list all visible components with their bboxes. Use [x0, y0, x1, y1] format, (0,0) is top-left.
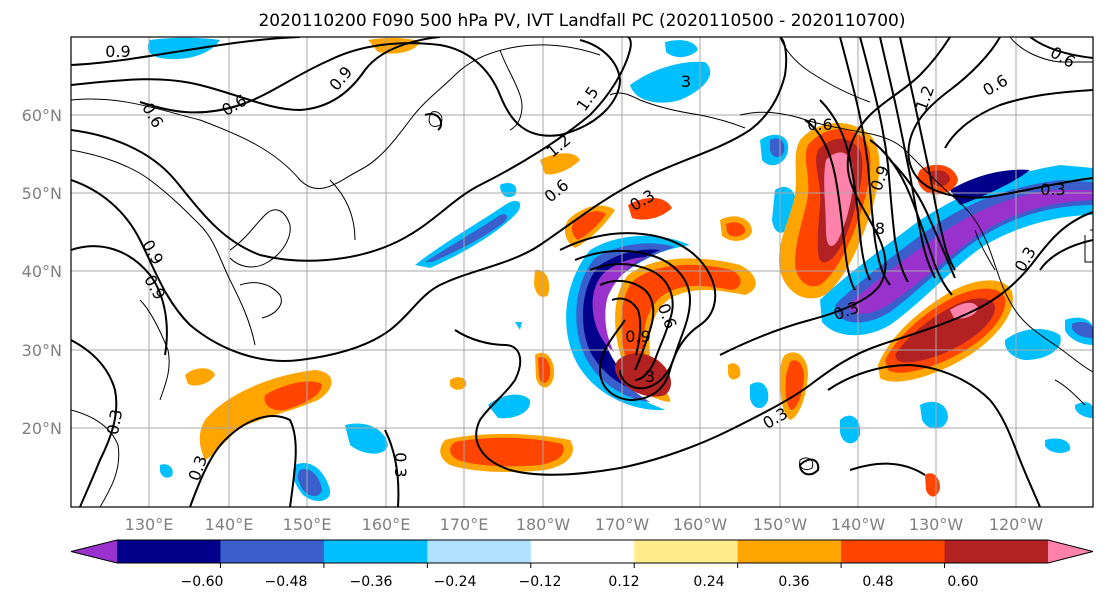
colorbar-ticks: −0.60 −0.48 −0.36 −0.24 −0.12 0.12 0.24 … [181, 574, 979, 590]
colorbar-segment [841, 540, 946, 563]
lat-label: 30°N [22, 341, 62, 360]
figure-title: 2020110200 F090 500 hPa PV, IVT Landfall… [258, 11, 905, 31]
contour-label: 0.9 [625, 327, 650, 346]
contour-label: 0.6 [807, 115, 832, 134]
colorbar-tick-label: −0.36 [350, 574, 393, 590]
colorbar-segment [220, 540, 325, 563]
colorbar-segment [737, 540, 842, 563]
colorbar-outline [70, 539, 1094, 564]
pv-contours [71, 37, 1093, 507]
lat-label: 20°N [22, 419, 62, 438]
lon-label: 170°W [595, 515, 650, 534]
colorbar-segment [944, 540, 1049, 563]
lon-label: 140°E [205, 515, 254, 534]
contour-label: 0.3 [1040, 180, 1065, 199]
longitude-labels: 130°E 140°E 150°E 160°E 170°E 180°W 170°… [125, 515, 1044, 534]
contour-label: 3 [645, 367, 655, 386]
colorbar-tick-label: −0.24 [434, 574, 477, 590]
latitude-labels: 60°N 50°N 40°N 30°N 20°N [22, 106, 62, 438]
colorbar-segment [427, 540, 532, 563]
colorbar-extend-high [1048, 540, 1093, 563]
colorbar-segment [117, 540, 221, 563]
colorbar-tick-label: 0.12 [608, 574, 639, 590]
lat-label: 40°N [22, 262, 62, 281]
contour-label: 0.3 [103, 408, 126, 436]
lon-label: 130°E [125, 515, 174, 534]
lon-label: 160°E [362, 515, 411, 534]
contour-label: 0.3 [391, 452, 410, 477]
colorbar-segment [530, 540, 635, 563]
lon-label: 150°W [753, 515, 808, 534]
lon-label: 120°W [989, 515, 1044, 534]
colorbar-tick-label: 0.60 [947, 574, 978, 590]
lon-label: 140°W [831, 515, 886, 534]
lon-label: 130°W [909, 515, 964, 534]
lat-label: 60°N [22, 106, 62, 125]
colorbar-segments [70, 539, 1094, 568]
colorbar: −0.60 −0.48 −0.36 −0.24 −0.12 0.12 0.24 … [70, 539, 1094, 590]
colorbar-tick-label: −0.60 [181, 574, 224, 590]
lat-label: 50°N [22, 184, 62, 203]
colorbar-tick-label: 0.48 [862, 574, 893, 590]
colorbar-tick-label: 0.24 [693, 574, 724, 590]
colorbar-tick-label: −0.48 [265, 574, 308, 590]
contour-label: 0.9 [105, 42, 130, 61]
colorbar-segment [634, 540, 739, 563]
contour-label: 3 [681, 72, 691, 91]
map-frame [70, 36, 1094, 508]
colorbar-tick-label: 0.36 [778, 574, 809, 590]
lon-label: 170°E [440, 515, 489, 534]
colorbar-extend-low [71, 540, 117, 563]
coastlines [71, 37, 1093, 507]
colorbar-segment [323, 540, 428, 563]
map-panel: 0.9 0.6 0.9 0.6 0.9 1.5 1.2 0.6 0.3 0.9 … [70, 36, 1094, 508]
lon-label: 150°E [283, 515, 332, 534]
lon-label: 180°W [516, 515, 571, 534]
colorbar-tick-label: −0.12 [519, 574, 562, 590]
contour-label: 8 [875, 219, 885, 238]
lon-label: 160°W [673, 515, 728, 534]
